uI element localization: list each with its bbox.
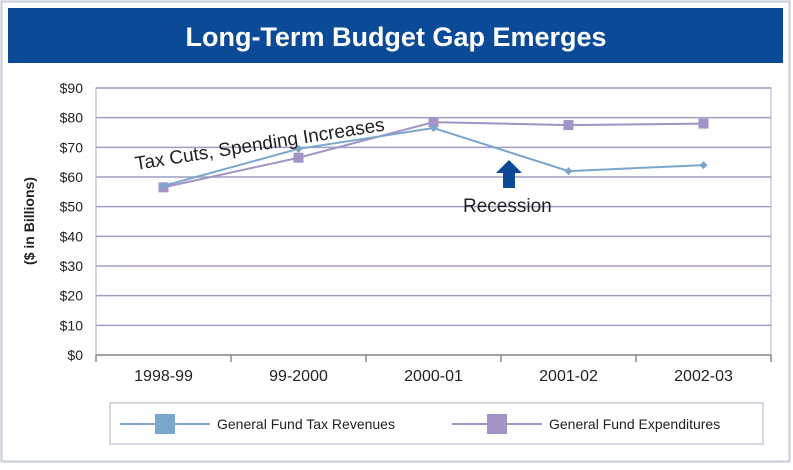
x-axis-ticks: 1998-99 99-2000 2000-01 2001-02 2002-03 [95, 355, 772, 385]
legend-swatch [155, 414, 175, 434]
y-tick-label: $60 [60, 169, 84, 185]
legend-swatch [487, 414, 507, 434]
y-tick-label: $40 [60, 228, 84, 244]
legend-box [109, 402, 764, 445]
y-axis-ticks: $0 $10 $20 $30 $40 $50 $60 $70 $80 $90 [60, 80, 84, 363]
chart-title: Long-Term Budget Gap Emerges [185, 22, 606, 52]
y-tick-label: $0 [67, 347, 83, 363]
x-tick-label: 1998-99 [134, 368, 193, 385]
data-point [564, 167, 573, 176]
x-tick-label: 2001-02 [539, 368, 598, 385]
y-axis-label: ($ in Billions) [21, 177, 37, 265]
title-bar [8, 8, 783, 63]
legend-label: General Fund Tax Revenues [217, 416, 395, 432]
y-tick-label: $90 [60, 80, 84, 96]
legend: General Fund Tax Revenues General Fund Ex… [120, 414, 720, 434]
x-tick-label: 2000-01 [404, 368, 463, 385]
recession-arrow-icon [496, 160, 522, 188]
y-tick-label: $80 [60, 110, 84, 126]
y-tick-label: $70 [60, 139, 84, 155]
data-point [159, 181, 168, 190]
y-tick-label: $20 [60, 288, 84, 304]
y-tick-label: $30 [60, 258, 84, 274]
annotation-recession: Recession [463, 196, 552, 217]
gridlines [96, 87, 771, 327]
x-tick-label: 99-2000 [269, 368, 328, 385]
data-point [429, 124, 438, 133]
x-tick-label: 2002-03 [674, 368, 733, 385]
data-point [428, 117, 439, 128]
y-tick-label: $10 [60, 317, 84, 333]
data-point [293, 152, 304, 163]
y-tick-label: $50 [60, 199, 84, 215]
data-point [294, 144, 303, 153]
data-point [698, 118, 709, 129]
data-point [699, 161, 708, 170]
series-layer [158, 117, 709, 193]
legend-label: General Fund Expenditures [549, 416, 720, 432]
data-point [563, 120, 574, 131]
